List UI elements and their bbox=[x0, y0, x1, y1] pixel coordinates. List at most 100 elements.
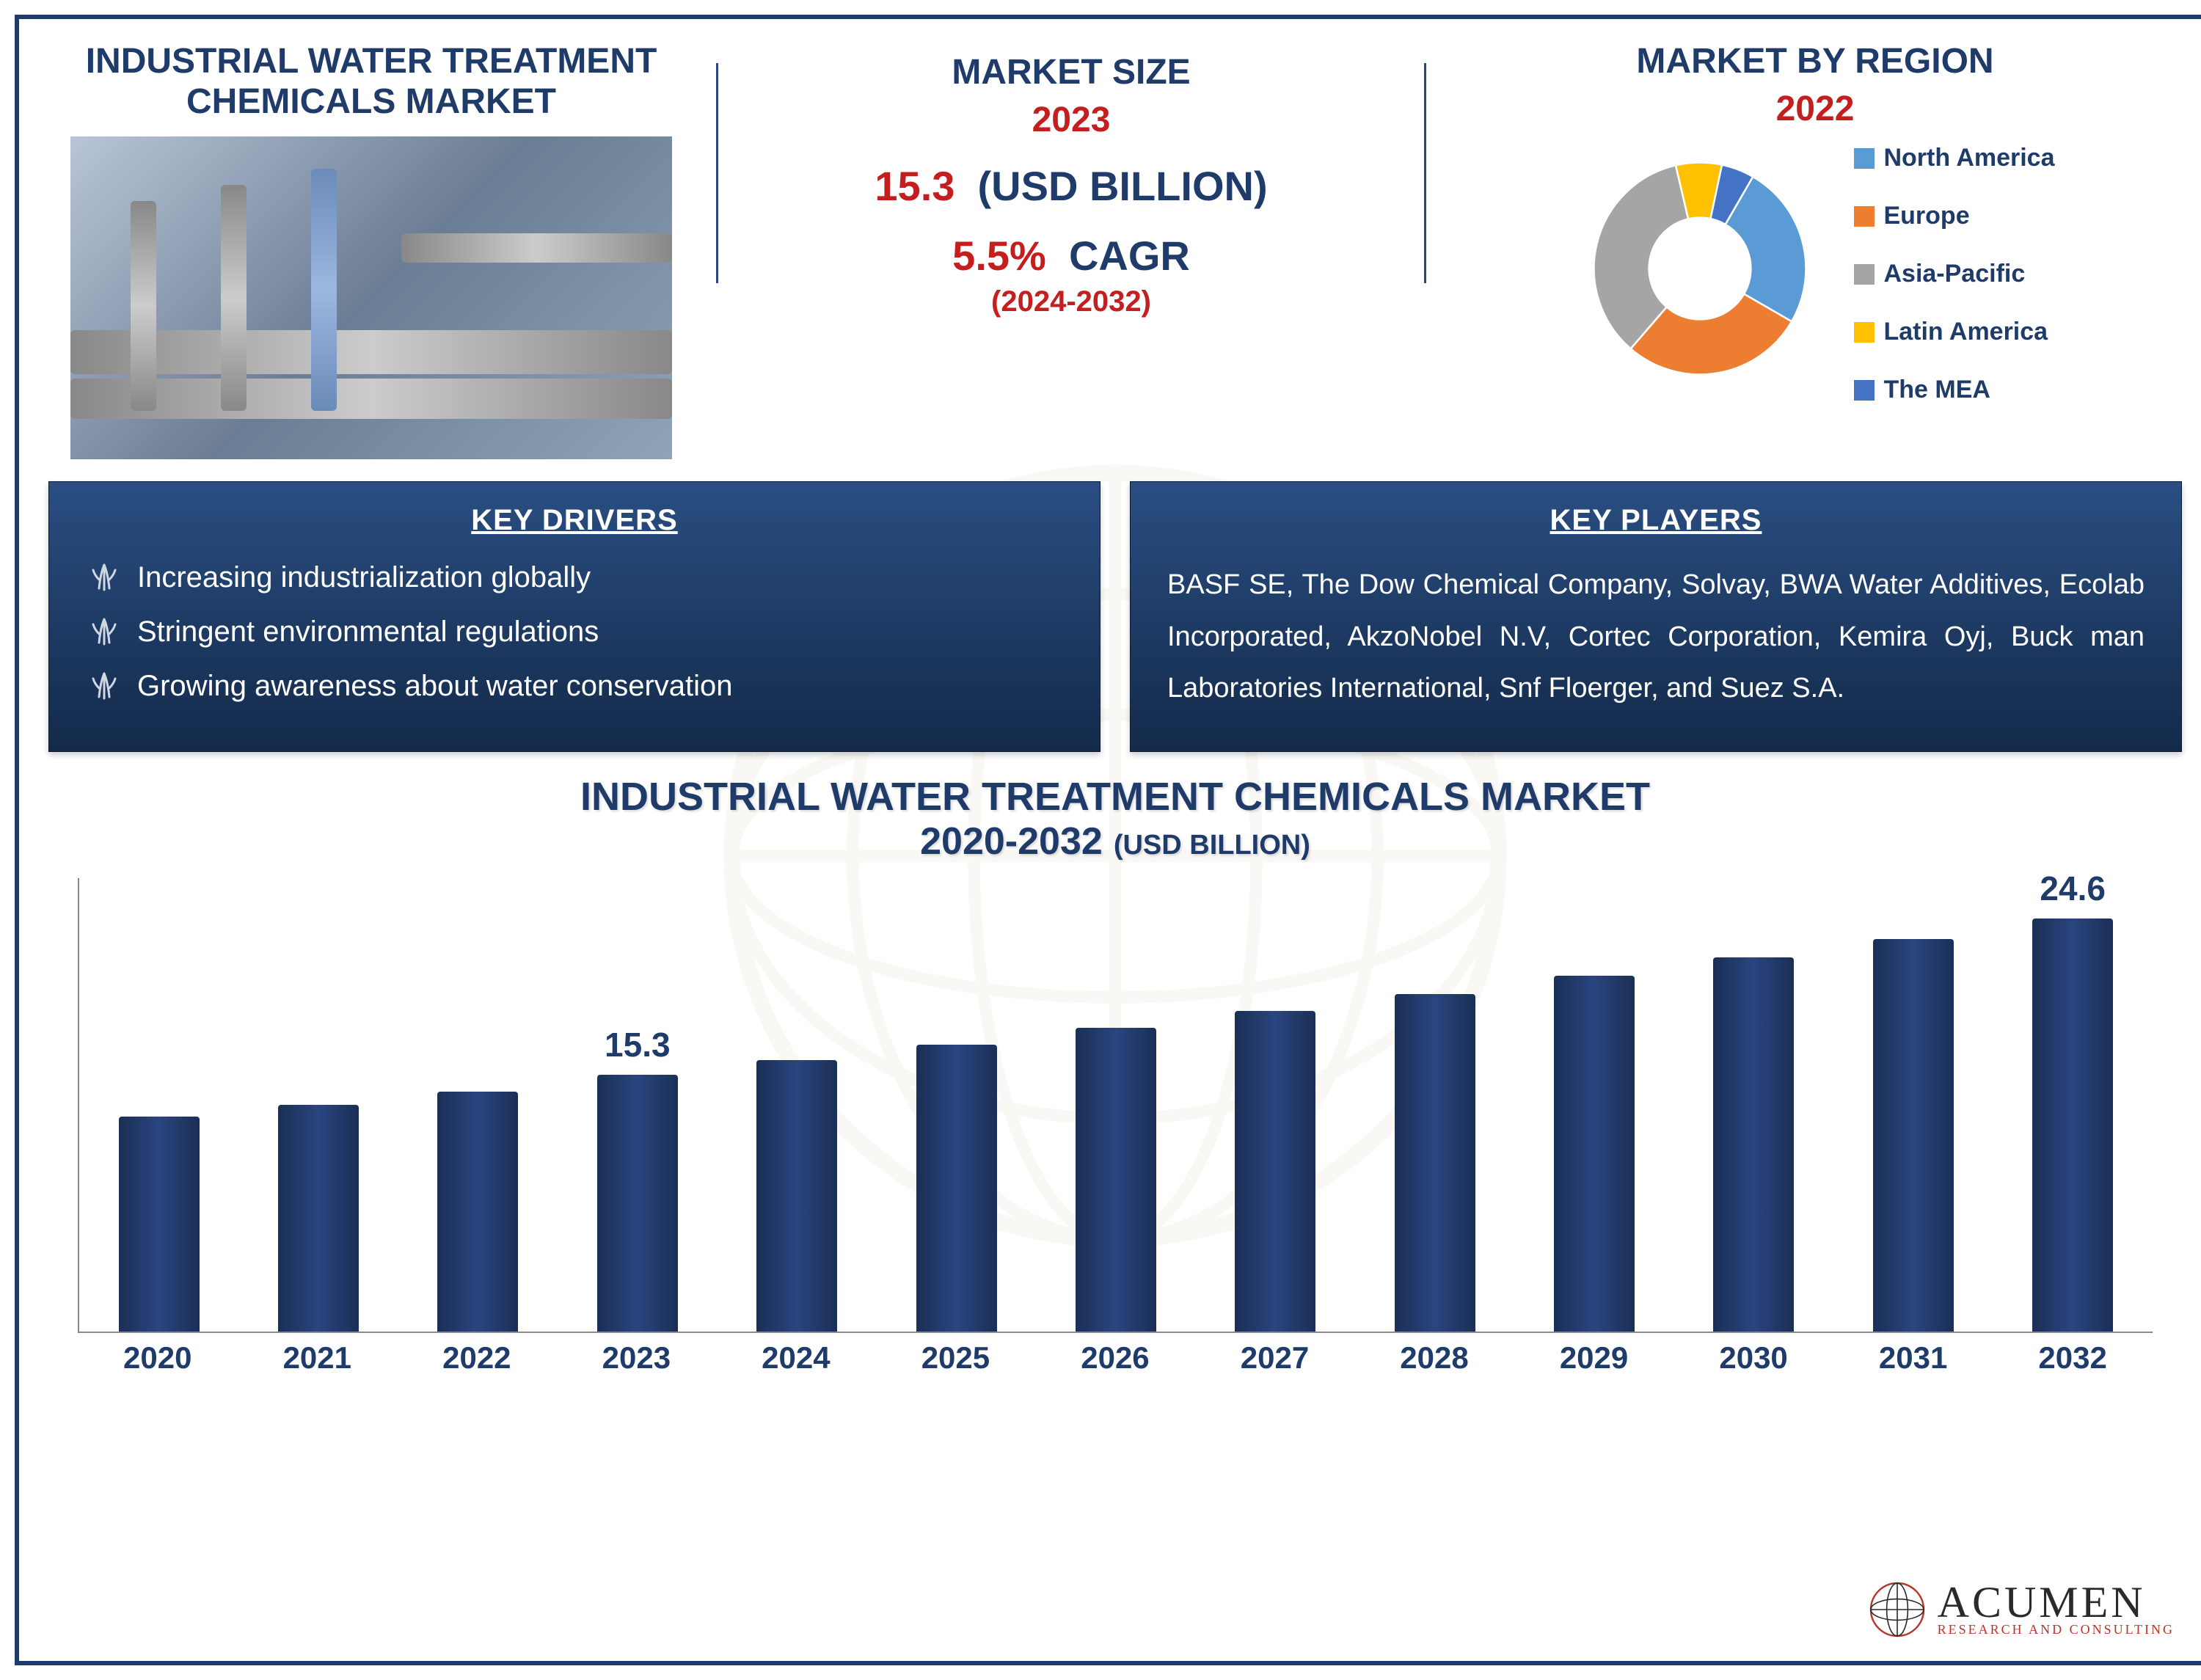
bar-x-label: 2032 bbox=[1994, 1340, 2152, 1376]
region-column: MARKET BY REGION 2022 North America Europ… bbox=[1448, 41, 2182, 459]
chart-title-unit: (USD BILLION) bbox=[1106, 830, 1310, 861]
infographic-frame: INDUSTRIAL WATER TREATMENT CHEMICALS MAR… bbox=[15, 15, 2201, 1665]
industrial-plant-image bbox=[70, 136, 672, 459]
legend-label: Latin America bbox=[1883, 318, 2048, 346]
region-label: MARKET BY REGION bbox=[1448, 41, 2182, 81]
bar-column bbox=[1834, 878, 1992, 1332]
leaf-icon bbox=[86, 559, 123, 596]
bar-x-label: 2030 bbox=[1675, 1340, 1833, 1376]
logo-brand: ACUMEN bbox=[1938, 1582, 2175, 1622]
bar-value-label: 24.6 bbox=[2040, 869, 2106, 908]
bar-chart-xaxis: 2020202120222023202420252026202720282029… bbox=[78, 1340, 2153, 1376]
bar-x-label: 2031 bbox=[1834, 1340, 1992, 1376]
driver-text: Increasing industrialization globally bbox=[137, 561, 591, 594]
bar bbox=[1554, 976, 1635, 1332]
bar bbox=[2032, 918, 2113, 1332]
cagr-row: 5.5% CAGR bbox=[875, 232, 1267, 280]
driver-item: Growing awareness about water conservati… bbox=[86, 668, 1063, 704]
driver-item: Increasing industrialization globally bbox=[86, 559, 1063, 596]
logo-tagline: RESEARCH AND CONSULTING bbox=[1938, 1622, 2175, 1637]
leaf-icon bbox=[86, 668, 123, 704]
region-year: 2022 bbox=[1448, 89, 2182, 129]
driver-text: Growing awareness about water conservati… bbox=[137, 670, 733, 703]
legend-swatch bbox=[1854, 206, 1875, 227]
legend-label: Asia-Pacific bbox=[1883, 260, 2025, 288]
bar bbox=[119, 1117, 200, 1332]
bar-x-label: 2028 bbox=[1356, 1340, 1514, 1376]
main-title: INDUSTRIAL WATER TREATMENT CHEMICALS MAR… bbox=[86, 41, 657, 122]
bar bbox=[597, 1075, 678, 1332]
vertical-divider-2 bbox=[1424, 63, 1426, 283]
logo-globe-icon bbox=[1868, 1580, 1927, 1639]
bar-chart-area: 15.3 24.6 bbox=[78, 878, 2153, 1333]
key-players-title: KEY PLAYERS bbox=[1167, 504, 2145, 537]
bar bbox=[1076, 1028, 1156, 1332]
bar-column: 15.3 bbox=[558, 878, 716, 1332]
legend-item: North America bbox=[1854, 144, 2054, 172]
chart-title-sub: 2020-2032 bbox=[920, 820, 1103, 863]
region-legend: North America Europe Asia-Pacific Latin Ame… bbox=[1854, 144, 2054, 404]
bar-column: 24.6 bbox=[1994, 878, 2152, 1332]
cagr-label: CAGR bbox=[1057, 233, 1189, 279]
legend-item: The MEA bbox=[1854, 376, 2054, 404]
bar bbox=[756, 1060, 837, 1332]
bar bbox=[437, 1092, 518, 1332]
bar-column bbox=[399, 878, 557, 1332]
legend-swatch bbox=[1854, 322, 1875, 343]
bar-x-label: 2020 bbox=[79, 1340, 236, 1376]
bar bbox=[278, 1105, 359, 1332]
legend-item: Latin America bbox=[1854, 318, 2054, 346]
key-players-text: BASF SE, The Dow Chemical Company, Solva… bbox=[1167, 559, 2145, 714]
legend-item: Asia-Pacific bbox=[1854, 260, 2054, 288]
legend-item: Europe bbox=[1854, 202, 2054, 230]
vertical-divider-1 bbox=[716, 63, 718, 283]
bar bbox=[1873, 939, 1954, 1332]
market-size-column: MARKET SIZE 2023 15.3 (USD BILLION) 5.5%… bbox=[740, 41, 1402, 459]
bar-x-label: 2026 bbox=[1036, 1340, 1194, 1376]
bar bbox=[1235, 1011, 1315, 1332]
bar bbox=[1395, 994, 1475, 1332]
market-size-value: 15.3 bbox=[875, 163, 955, 209]
bar-column bbox=[1675, 878, 1833, 1332]
bar-column bbox=[240, 878, 398, 1332]
bar bbox=[916, 1045, 997, 1332]
middle-row: KEY DRIVERS Increasing industrialization… bbox=[48, 481, 2182, 752]
market-size-year: 2023 bbox=[875, 100, 1267, 140]
bar bbox=[1713, 957, 1794, 1332]
bar-column bbox=[718, 878, 876, 1332]
title-line-2: CHEMICALS MARKET bbox=[86, 81, 657, 122]
driver-item: Stringent environmental regulations bbox=[86, 613, 1063, 650]
bar-x-label: 2025 bbox=[877, 1340, 1034, 1376]
chart-title-main: INDUSTRIAL WATER TREATMENT CHEMICALS MAR… bbox=[48, 774, 2182, 819]
leaf-icon bbox=[86, 613, 123, 650]
bar-x-label: 2021 bbox=[238, 1340, 396, 1376]
footer-logo: ACUMEN RESEARCH AND CONSULTING bbox=[1868, 1580, 2175, 1639]
bar-column bbox=[877, 878, 1035, 1332]
bar-x-label: 2027 bbox=[1196, 1340, 1354, 1376]
key-players-box: KEY PLAYERS BASF SE, The Dow Chemical Co… bbox=[1130, 481, 2182, 752]
legend-swatch bbox=[1854, 380, 1875, 401]
bar-column bbox=[1356, 878, 1514, 1332]
bar-x-label: 2029 bbox=[1515, 1340, 1673, 1376]
legend-swatch bbox=[1854, 148, 1875, 169]
driver-text: Stringent environmental regulations bbox=[137, 616, 599, 649]
bar-x-label: 2024 bbox=[717, 1340, 875, 1376]
legend-label: The MEA bbox=[1883, 376, 1990, 404]
bar-chart-section: INDUSTRIAL WATER TREATMENT CHEMICALS MAR… bbox=[48, 774, 2182, 1376]
key-drivers-title: KEY DRIVERS bbox=[86, 504, 1063, 537]
market-size-unit: (USD BILLION) bbox=[966, 163, 1268, 209]
market-size-label: MARKET SIZE bbox=[875, 52, 1267, 92]
title-image-column: INDUSTRIAL WATER TREATMENT CHEMICALS MAR… bbox=[48, 41, 694, 459]
region-donut-chart bbox=[1575, 144, 1825, 393]
bar-x-label: 2022 bbox=[398, 1340, 555, 1376]
bar-value-label: 15.3 bbox=[605, 1025, 671, 1064]
top-row: INDUSTRIAL WATER TREATMENT CHEMICALS MAR… bbox=[48, 41, 2182, 459]
market-size-value-row: 15.3 (USD BILLION) bbox=[875, 162, 1267, 210]
bar-column bbox=[1037, 878, 1194, 1332]
bar-column bbox=[1516, 878, 1673, 1332]
bar-column bbox=[80, 878, 238, 1332]
bar-x-label: 2023 bbox=[558, 1340, 715, 1376]
cagr-value: 5.5% bbox=[952, 233, 1046, 279]
key-drivers-box: KEY DRIVERS Increasing industrialization… bbox=[48, 481, 1100, 752]
legend-label: North America bbox=[1883, 144, 2054, 172]
